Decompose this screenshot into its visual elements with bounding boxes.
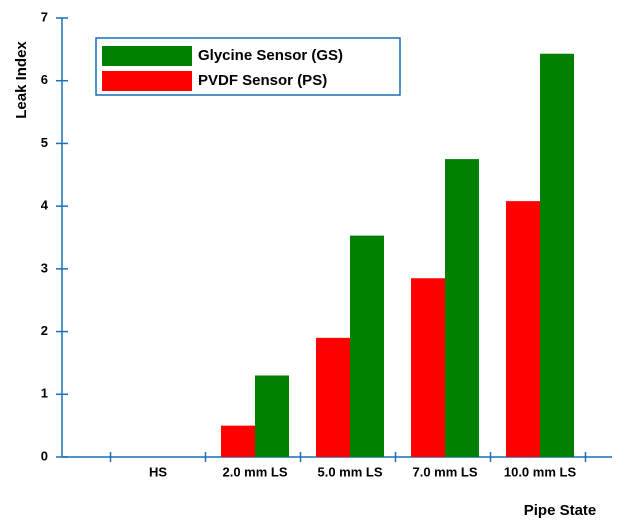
x-tick-label: HS	[149, 464, 167, 479]
x-tick-label: 7.0 mm LS	[412, 464, 477, 479]
bar	[506, 201, 540, 457]
legend-swatch	[102, 71, 192, 91]
bar	[445, 159, 479, 457]
y-axis-label: Leak Index	[13, 41, 30, 119]
bar	[255, 375, 289, 457]
y-tick-label: 2	[41, 323, 48, 338]
y-tick-label: 5	[41, 135, 48, 150]
y-tick-label: 0	[41, 448, 48, 463]
x-tick-label: 10.0 mm LS	[504, 464, 577, 479]
y-tick-label: 7	[41, 9, 48, 24]
y-tick-label: 1	[41, 386, 48, 401]
bar	[350, 235, 384, 457]
y-tick-label: 4	[41, 198, 49, 213]
bar	[540, 53, 574, 458]
x-axis-label: Pipe State	[524, 502, 597, 519]
legend-swatch	[102, 46, 192, 66]
bar	[411, 278, 445, 457]
x-tick-label: 2.0 mm LS	[222, 464, 287, 479]
x-tick-label: 5.0 mm LS	[317, 464, 382, 479]
legend-label: PVDF Sensor (PS)	[198, 72, 327, 89]
bar	[316, 337, 350, 457]
y-tick-label: 3	[41, 260, 48, 275]
y-tick-label: 6	[41, 72, 48, 87]
legend-label: Glycine Sensor (GS)	[198, 47, 343, 64]
bar	[221, 425, 255, 457]
